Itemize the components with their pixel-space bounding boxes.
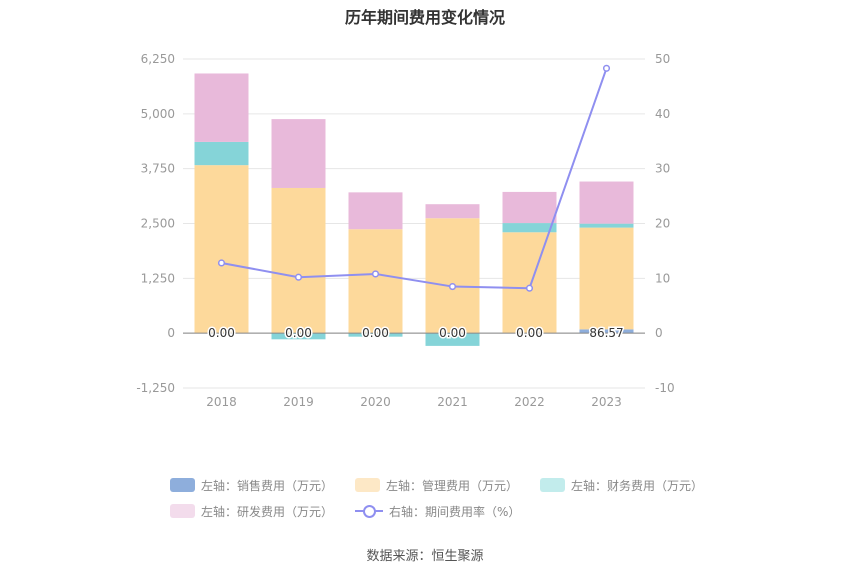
legend-label-admin: 左轴：管理费用（万元） bbox=[386, 478, 519, 493]
x-tick-label: 2022 bbox=[514, 395, 545, 409]
x-tick-label: 2021 bbox=[437, 395, 468, 409]
expense-rate-point-2021 bbox=[448, 283, 457, 291]
chart-legend: 左轴：销售费用（万元） 左轴：管理费用（万元） 左轴：财务费用（万元） 左轴：研… bbox=[170, 472, 703, 524]
data-label-sales-2022: 0.00 bbox=[516, 326, 543, 340]
legend-line-marker-icon bbox=[355, 504, 384, 518]
data-label-sales-2019: 0.00 bbox=[285, 326, 312, 340]
bar-segment-2023-s1 bbox=[579, 227, 634, 330]
bar-segment-2020-s1 bbox=[348, 229, 403, 334]
legend-swatch-admin bbox=[355, 478, 381, 492]
x-tick-label: 2023 bbox=[591, 395, 622, 409]
y-right-tick-label: 50 bbox=[655, 52, 670, 66]
data-label-sales-2020: 0.00 bbox=[362, 326, 389, 340]
expense-rate-point-2023 bbox=[602, 64, 611, 72]
y-left-tick-label: 6,250 bbox=[141, 52, 175, 66]
y-right-tick-label: 40 bbox=[655, 107, 670, 121]
expense-rate-point-2020 bbox=[371, 270, 380, 278]
bar-segment-2019-s2 bbox=[271, 333, 326, 340]
expense-rate-point-2022 bbox=[525, 284, 534, 292]
chart-title: 历年期间费用变化情况 bbox=[344, 8, 505, 27]
y-right-tick-label: -10 bbox=[655, 381, 675, 395]
legend-item-admin[interactable]: 左轴：管理费用（万元） bbox=[355, 477, 518, 494]
y-right-tick-label: 30 bbox=[655, 162, 670, 176]
legend-row-1: 左轴：销售费用（万元） 左轴：管理费用（万元） 左轴：财务费用（万元） bbox=[170, 472, 703, 498]
bar-segment-2023-s0 bbox=[579, 329, 634, 334]
bar-segment-2022-s2 bbox=[502, 223, 557, 233]
x-tick-label: 2020 bbox=[360, 395, 391, 409]
x-tick-label: 2019 bbox=[283, 395, 314, 409]
y-left-tick-label: 1,250 bbox=[141, 271, 175, 285]
bar-segment-2020-s3 bbox=[348, 192, 403, 230]
bar-segment-2022-s3 bbox=[502, 191, 557, 224]
legend-item-finance[interactable]: 左轴：财务费用（万元） bbox=[540, 477, 703, 494]
legend-item-expense-rate[interactable]: 右轴：期间费用率（%） bbox=[355, 503, 520, 520]
bar-segment-2018-s2 bbox=[194, 141, 249, 166]
legend-label-rd: 左轴：研发费用（万元） bbox=[201, 504, 334, 519]
bar-segment-2018-s1 bbox=[194, 165, 249, 334]
y-left-tick-label: 2,500 bbox=[141, 217, 175, 231]
legend-label-sales: 左轴：销售费用（万元） bbox=[201, 478, 334, 493]
bar-segment-2020-s2 bbox=[348, 333, 403, 337]
y-left-tick-label: 0 bbox=[167, 326, 175, 340]
expense-rate-line bbox=[221, 67, 608, 290]
legend-swatch-sales bbox=[170, 478, 195, 492]
y-right-tick-label: 20 bbox=[655, 217, 670, 231]
y-right-tick-label: 10 bbox=[655, 271, 670, 285]
y-left-tick-label: -1,250 bbox=[136, 381, 175, 395]
legend-swatch-rd bbox=[170, 504, 195, 518]
y-left-tick-label: 5,000 bbox=[141, 107, 175, 121]
x-tick-label: 2018 bbox=[206, 395, 237, 409]
legend-label-finance: 左轴：财务费用（万元） bbox=[571, 478, 704, 493]
legend-row-2: 左轴：研发费用（万元） 右轴：期间费用率（%） bbox=[170, 498, 690, 524]
expense-rate-point-2018 bbox=[217, 259, 226, 267]
legend-label-expense-rate: 右轴：期间费用率（%） bbox=[389, 504, 521, 519]
y-right-tick-label: 0 bbox=[655, 326, 663, 340]
data-label-sales-2023: 86.57 bbox=[589, 326, 623, 340]
bar-segment-2018-s3 bbox=[194, 73, 249, 142]
bar-segment-2019-s1 bbox=[271, 187, 326, 334]
bar-segment-2023-s3 bbox=[579, 181, 634, 224]
bar-segment-2019-s3 bbox=[271, 119, 326, 188]
legend-item-sales[interactable]: 左轴：销售费用（万元） bbox=[170, 477, 333, 494]
y-left-tick-label: 3,750 bbox=[141, 162, 175, 176]
bar-segment-2021-s2 bbox=[425, 333, 480, 346]
bar-segment-2021-s3 bbox=[425, 204, 480, 219]
bar-segment-2023-s2 bbox=[579, 223, 634, 228]
bar-segment-2022-s1 bbox=[502, 232, 557, 334]
expense-rate-point-2019 bbox=[294, 273, 303, 281]
data-source: 数据来源：恒生聚源 bbox=[366, 549, 484, 564]
data-label-sales-2018: 0.00 bbox=[208, 326, 235, 340]
legend-item-rd[interactable]: 左轴：研发费用（万元） bbox=[170, 503, 333, 520]
legend-swatch-finance bbox=[540, 478, 566, 492]
bar-segment-2021-s1 bbox=[425, 218, 480, 334]
data-label-sales-2021: 0.00 bbox=[439, 326, 466, 340]
